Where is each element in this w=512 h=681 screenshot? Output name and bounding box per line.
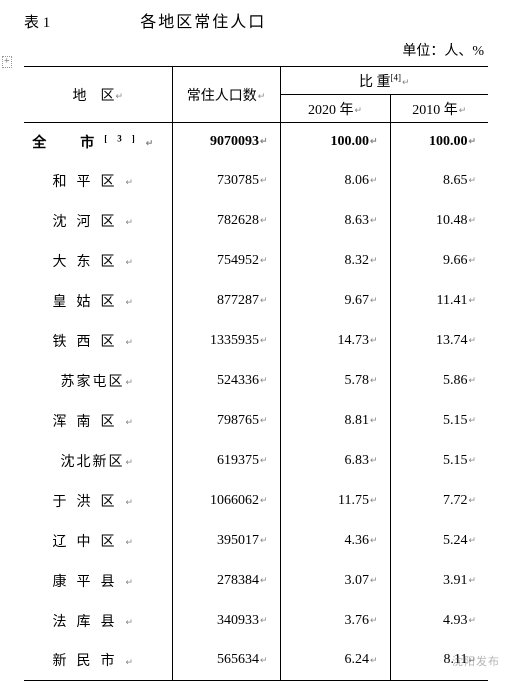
- cell-2010: 8.65↵: [390, 161, 488, 201]
- population-table: 地 区↵ 常住人口数↵ 比 重[4]↵ 2020 年↵ 2010 年↵ 全 市[…: [24, 66, 488, 681]
- table-row-total: 全 市[3]↵9070093↵100.00↵100.00↵: [24, 123, 488, 161]
- cell-region: 皇姑区↵: [24, 281, 172, 321]
- cell-2010: 5.15↵: [390, 401, 488, 441]
- table-row: 浑南区↵798765↵8.81↵5.15↵: [24, 401, 488, 441]
- col-header-ratio: 比 重[4]↵: [280, 67, 488, 95]
- cell-population: 278384↵: [172, 561, 280, 601]
- col-header-region: 地 区↵: [24, 67, 172, 123]
- watermark: 沈阳发布: [452, 653, 500, 669]
- col-header-population: 常住人口数↵: [172, 67, 280, 123]
- cell-2010: 7.72↵: [390, 481, 488, 521]
- cell-2020: 9.67↵: [280, 281, 390, 321]
- table-row: 和平区↵730785↵8.06↵8.65↵: [24, 161, 488, 201]
- cell-population: 782628↵: [172, 201, 280, 241]
- cell-population: 340933↵: [172, 601, 280, 641]
- cell-population: 730785↵: [172, 161, 280, 201]
- cell-population: 754952↵: [172, 241, 280, 281]
- cell-2010: 3.91↵: [390, 561, 488, 601]
- page-marker: +: [2, 56, 12, 68]
- col-header-2010: 2010 年↵: [390, 95, 488, 123]
- table-row: 康平县↵278384↵3.07↵3.91↵: [24, 561, 488, 601]
- cell-2020: 11.75↵: [280, 481, 390, 521]
- cell-2020: 3.07↵: [280, 561, 390, 601]
- cell-region: 辽中区↵: [24, 521, 172, 561]
- cell-region: 和平区↵: [24, 161, 172, 201]
- table-row: 辽中区↵395017↵4.36↵5.24↵: [24, 521, 488, 561]
- cell-region: 于洪区↵: [24, 481, 172, 521]
- cell-population: 9070093↵: [172, 123, 280, 161]
- cell-2010: 5.86↵: [390, 361, 488, 401]
- table-row: 皇姑区↵877287↵9.67↵11.41↵: [24, 281, 488, 321]
- cell-population: 877287↵: [172, 281, 280, 321]
- cell-population: 798765↵: [172, 401, 280, 441]
- table-row: 于洪区↵1066062↵11.75↵7.72↵: [24, 481, 488, 521]
- table-row: 法库县↵340933↵3.76↵4.93↵: [24, 601, 488, 641]
- table-row: 沈北新区↵619375↵6.83↵5.15↵: [24, 441, 488, 481]
- cell-region: 沈河区↵: [24, 201, 172, 241]
- cell-2010: 5.24↵: [390, 521, 488, 561]
- cell-2020: 4.36↵: [280, 521, 390, 561]
- cell-population: 1066062↵: [172, 481, 280, 521]
- table-title: 各地区常住人口: [140, 8, 266, 32]
- cell-2010: 4.93↵: [390, 601, 488, 641]
- cell-2020: 3.76↵: [280, 601, 390, 641]
- cell-region: 沈北新区↵: [24, 441, 172, 481]
- cell-2010: 9.66↵: [390, 241, 488, 281]
- cell-2020: 6.83↵: [280, 441, 390, 481]
- cell-region: 全 市[3]↵: [24, 123, 172, 161]
- cell-population: 619375↵: [172, 441, 280, 481]
- table-row: 铁西区↵1335935↵14.73↵13.74↵: [24, 321, 488, 361]
- cell-2020: 8.81↵: [280, 401, 390, 441]
- cell-2020: 8.06↵: [280, 161, 390, 201]
- cell-region: 铁西区↵: [24, 321, 172, 361]
- cell-2010: 11.41↵: [390, 281, 488, 321]
- unit-label: 单位：人、%: [0, 36, 512, 66]
- table-row: 大东区↵754952↵8.32↵9.66↵: [24, 241, 488, 281]
- cell-2010: 100.00↵: [390, 123, 488, 161]
- cell-2010: 13.74↵: [390, 321, 488, 361]
- table-row: 沈河区↵782628↵8.63↵10.48↵: [24, 201, 488, 241]
- cell-2020: 8.63↵: [280, 201, 390, 241]
- cell-region: 康平县↵: [24, 561, 172, 601]
- cell-2020: 8.32↵: [280, 241, 390, 281]
- cell-region: 法库县↵: [24, 601, 172, 641]
- cell-2010: 5.15↵: [390, 441, 488, 481]
- col-header-2020: 2020 年↵: [280, 95, 390, 123]
- cell-population: 395017↵: [172, 521, 280, 561]
- cell-region: 大东区↵: [24, 241, 172, 281]
- cell-2020: 100.00↵: [280, 123, 390, 161]
- table-row: 苏家屯区↵524336↵5.78↵5.86↵: [24, 361, 488, 401]
- cell-region: 苏家屯区↵: [24, 361, 172, 401]
- cell-2010: 10.48↵: [390, 201, 488, 241]
- table-label: 表 1: [24, 11, 50, 32]
- cell-population: 1335935↵: [172, 321, 280, 361]
- cell-population: 524336↵: [172, 361, 280, 401]
- cell-region: 浑南区↵: [24, 401, 172, 441]
- cell-2020: 5.78↵: [280, 361, 390, 401]
- cell-2020: 14.73↵: [280, 321, 390, 361]
